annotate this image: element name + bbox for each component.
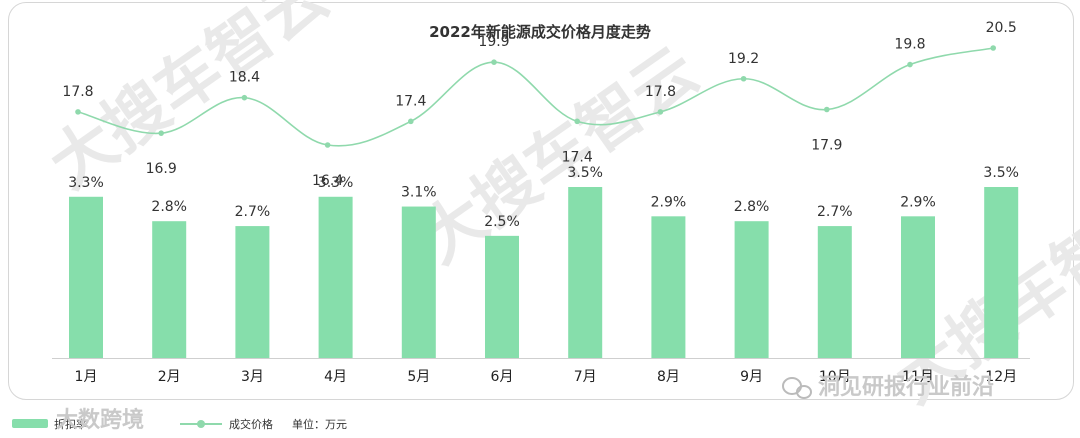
bar-series [69,187,1019,358]
chart-title: 2022年新能源成交价格月度走势 [429,23,651,41]
legend-line-marker [197,420,205,428]
legend-line-label: 成交价格 [229,417,273,431]
bar [651,216,686,358]
line-point [75,109,81,115]
bar [401,206,436,358]
legend-bar-label: 折扣率 [54,417,87,431]
line-data-label: 17.4 [562,149,593,165]
x-tick-label: 2月 [158,369,181,385]
x-tick-label: 5月 [407,369,430,385]
bar [901,216,935,358]
line-point [990,45,996,51]
bar [817,226,852,358]
bar [318,196,353,358]
bar [485,235,519,358]
line-data-label: 16.4 [312,173,343,189]
bar [69,196,103,358]
line-data-label: 17.9 [811,138,842,154]
bar-data-label: 2.9% [651,194,687,210]
line-data-label: 17.4 [395,93,426,109]
line-point [158,130,164,136]
bar-data-label: 3.1% [401,185,437,201]
watermark-bottom-right: 洞见研报行业前沿 [818,374,994,400]
line-data-label: 19.9 [478,34,509,50]
bar-data-label: 2.9% [900,194,936,210]
price-line [77,47,994,147]
legend-bar-swatch [12,419,48,428]
wechat-icon [782,377,812,399]
line-point [324,142,331,148]
watermark-main: 大搜车智云 [37,0,342,203]
bar-label-group: 3.3% 2.8% 2.7% 3.3% 3.1% 2.5% 3.5% 2.9% 2.8% 2.7%… [68,165,1019,230]
line-point [824,106,830,113]
line-label-group: 17.8 16.9 18.4 16.4 17.4 19.9 17.4 17.8 19.2 17.9… [62,20,1016,189]
line-point [241,94,248,101]
bar-data-label: 3.5% [983,165,1019,181]
bar-data-label: 3.3% [68,175,104,191]
bar-data-label: 2.7% [235,204,271,220]
line-point [740,75,747,82]
line-data-label: 19.8 [894,37,925,53]
legend: 折扣率 成交价格 单位：万元 [12,417,347,431]
line-data-label: 19.2 [728,51,759,67]
x-tick-label: 1月 [75,369,98,385]
bar-data-label: 2.8% [734,199,770,215]
bar-data-label: 3.5% [567,165,603,181]
line-data-label: 20.5 [986,20,1017,36]
x-tick-label: 3月 [241,369,264,385]
bar [568,187,603,358]
line-point [657,109,664,115]
x-tick-label: 12月 [985,369,1017,385]
line-point [408,118,414,125]
bar-data-label: 2.5% [484,214,520,230]
watermark-bottom-left: 大数跨境 [56,407,144,433]
x-tick-label: 11月 [902,369,934,385]
line-point [491,59,497,65]
x-tick-label: 9月 [740,369,763,385]
bar [984,187,1019,358]
bar [734,221,769,358]
x-tick-label: 6月 [491,369,514,385]
x-tick-label: 7月 [574,369,597,385]
bar-data-label: 3.3% [318,175,354,191]
line-point [574,118,580,125]
line-series [75,45,996,148]
x-tick-label: 10月 [819,369,851,385]
x-tick-label: 4月 [324,369,347,385]
x-tick-label: 8月 [657,369,680,385]
bar [152,221,187,358]
bar [235,226,270,358]
line-data-label: 16.9 [146,161,177,177]
line-data-label: 17.8 [62,84,93,100]
line-point [907,61,913,68]
x-axis-ticks: 1月 2月 3月 4月 5月 6月 7月 8月 9月 10月 11月 12月 [52,358,1030,385]
unit-note: 单位：万元 [292,417,347,431]
bar-data-label: 2.7% [817,204,853,220]
bar-data-label: 2.8% [151,199,187,215]
line-data-label: 17.8 [645,84,676,100]
line-data-label: 18.4 [229,70,260,86]
